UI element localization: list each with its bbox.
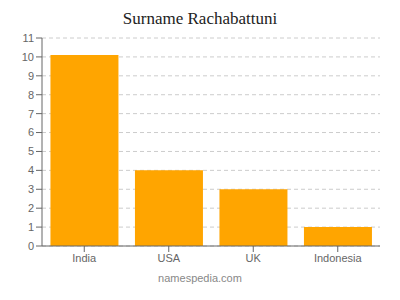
svg-text:India: India xyxy=(72,252,97,264)
html-text:Surname Rachabattuni: Surname Rachabattuni xyxy=(122,9,278,28)
svg-text:2: 2 xyxy=(28,202,34,214)
html-text:namespedia.com: namespedia.com xyxy=(158,272,242,284)
svg-text:USA: USA xyxy=(157,252,180,264)
svg-text:4: 4 xyxy=(28,164,34,176)
svg-text:Indonesia: Indonesia xyxy=(314,252,363,264)
svg-text:1: 1 xyxy=(28,221,34,233)
svg-text:10: 10 xyxy=(22,51,34,63)
svg-text:3: 3 xyxy=(28,183,34,195)
svg-text:UK: UK xyxy=(246,252,262,264)
svg-text:8: 8 xyxy=(28,89,34,101)
svg-text:0: 0 xyxy=(28,240,34,252)
svg-text:5: 5 xyxy=(28,145,34,157)
svg-text:11: 11 xyxy=(23,32,34,44)
svg-text:9: 9 xyxy=(28,70,34,82)
svg-text:6: 6 xyxy=(28,126,34,138)
svg-text:7: 7 xyxy=(28,108,34,120)
